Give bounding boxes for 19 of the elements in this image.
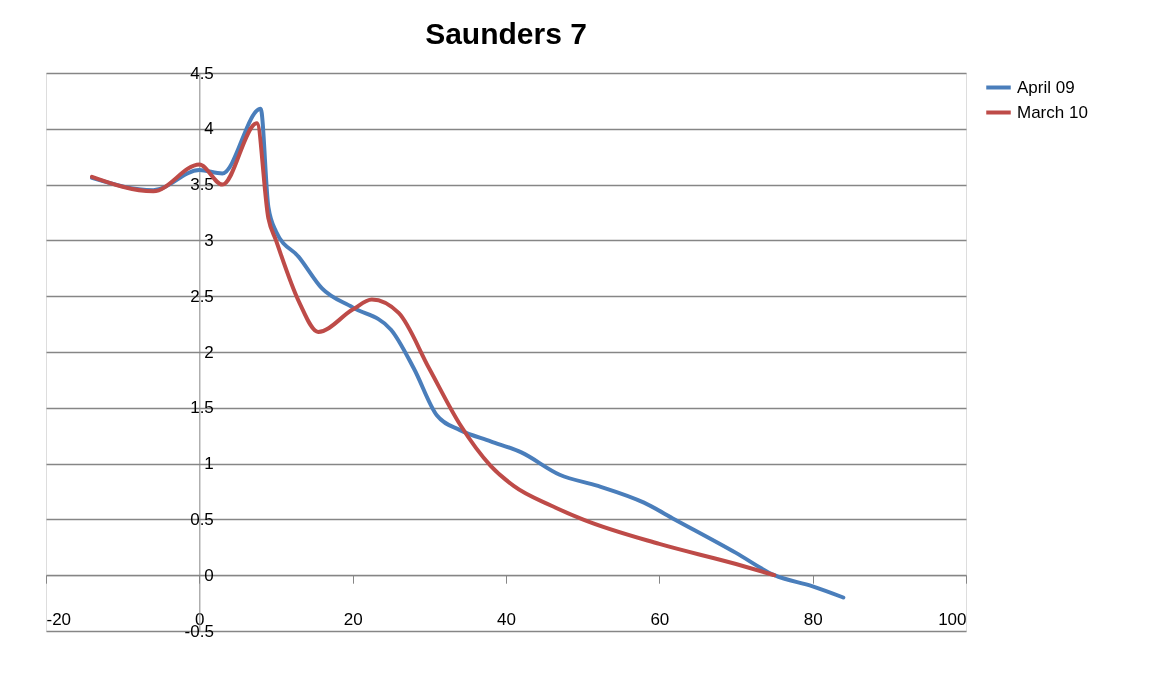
y-tick-label: 4 xyxy=(204,119,214,139)
y-tick-label: 1.5 xyxy=(190,398,214,418)
x-tick-label: 20 xyxy=(343,609,363,629)
y-tick-label: 4.5 xyxy=(190,63,214,83)
x-tick-label: -20 xyxy=(46,609,72,629)
y-tick-label: 3 xyxy=(204,230,214,250)
x-tick-label: 80 xyxy=(803,609,823,629)
x-tick-label: 60 xyxy=(650,609,670,629)
y-tick-label: 0.5 xyxy=(190,509,214,529)
x-tick-label: 40 xyxy=(497,609,516,629)
y-tick-label: 0 xyxy=(204,565,214,585)
legend-label: April 09 xyxy=(1017,77,1075,97)
y-tick-label: 3.5 xyxy=(190,175,214,195)
legend-label: March 10 xyxy=(1017,102,1088,122)
y-tick-label: 1 xyxy=(204,454,214,474)
y-tick-label: 2 xyxy=(204,342,214,362)
x-tick-label: 100 xyxy=(938,609,967,629)
chart-title: Saunders 7 xyxy=(425,17,587,50)
y-tick-label: 2.5 xyxy=(190,286,214,306)
